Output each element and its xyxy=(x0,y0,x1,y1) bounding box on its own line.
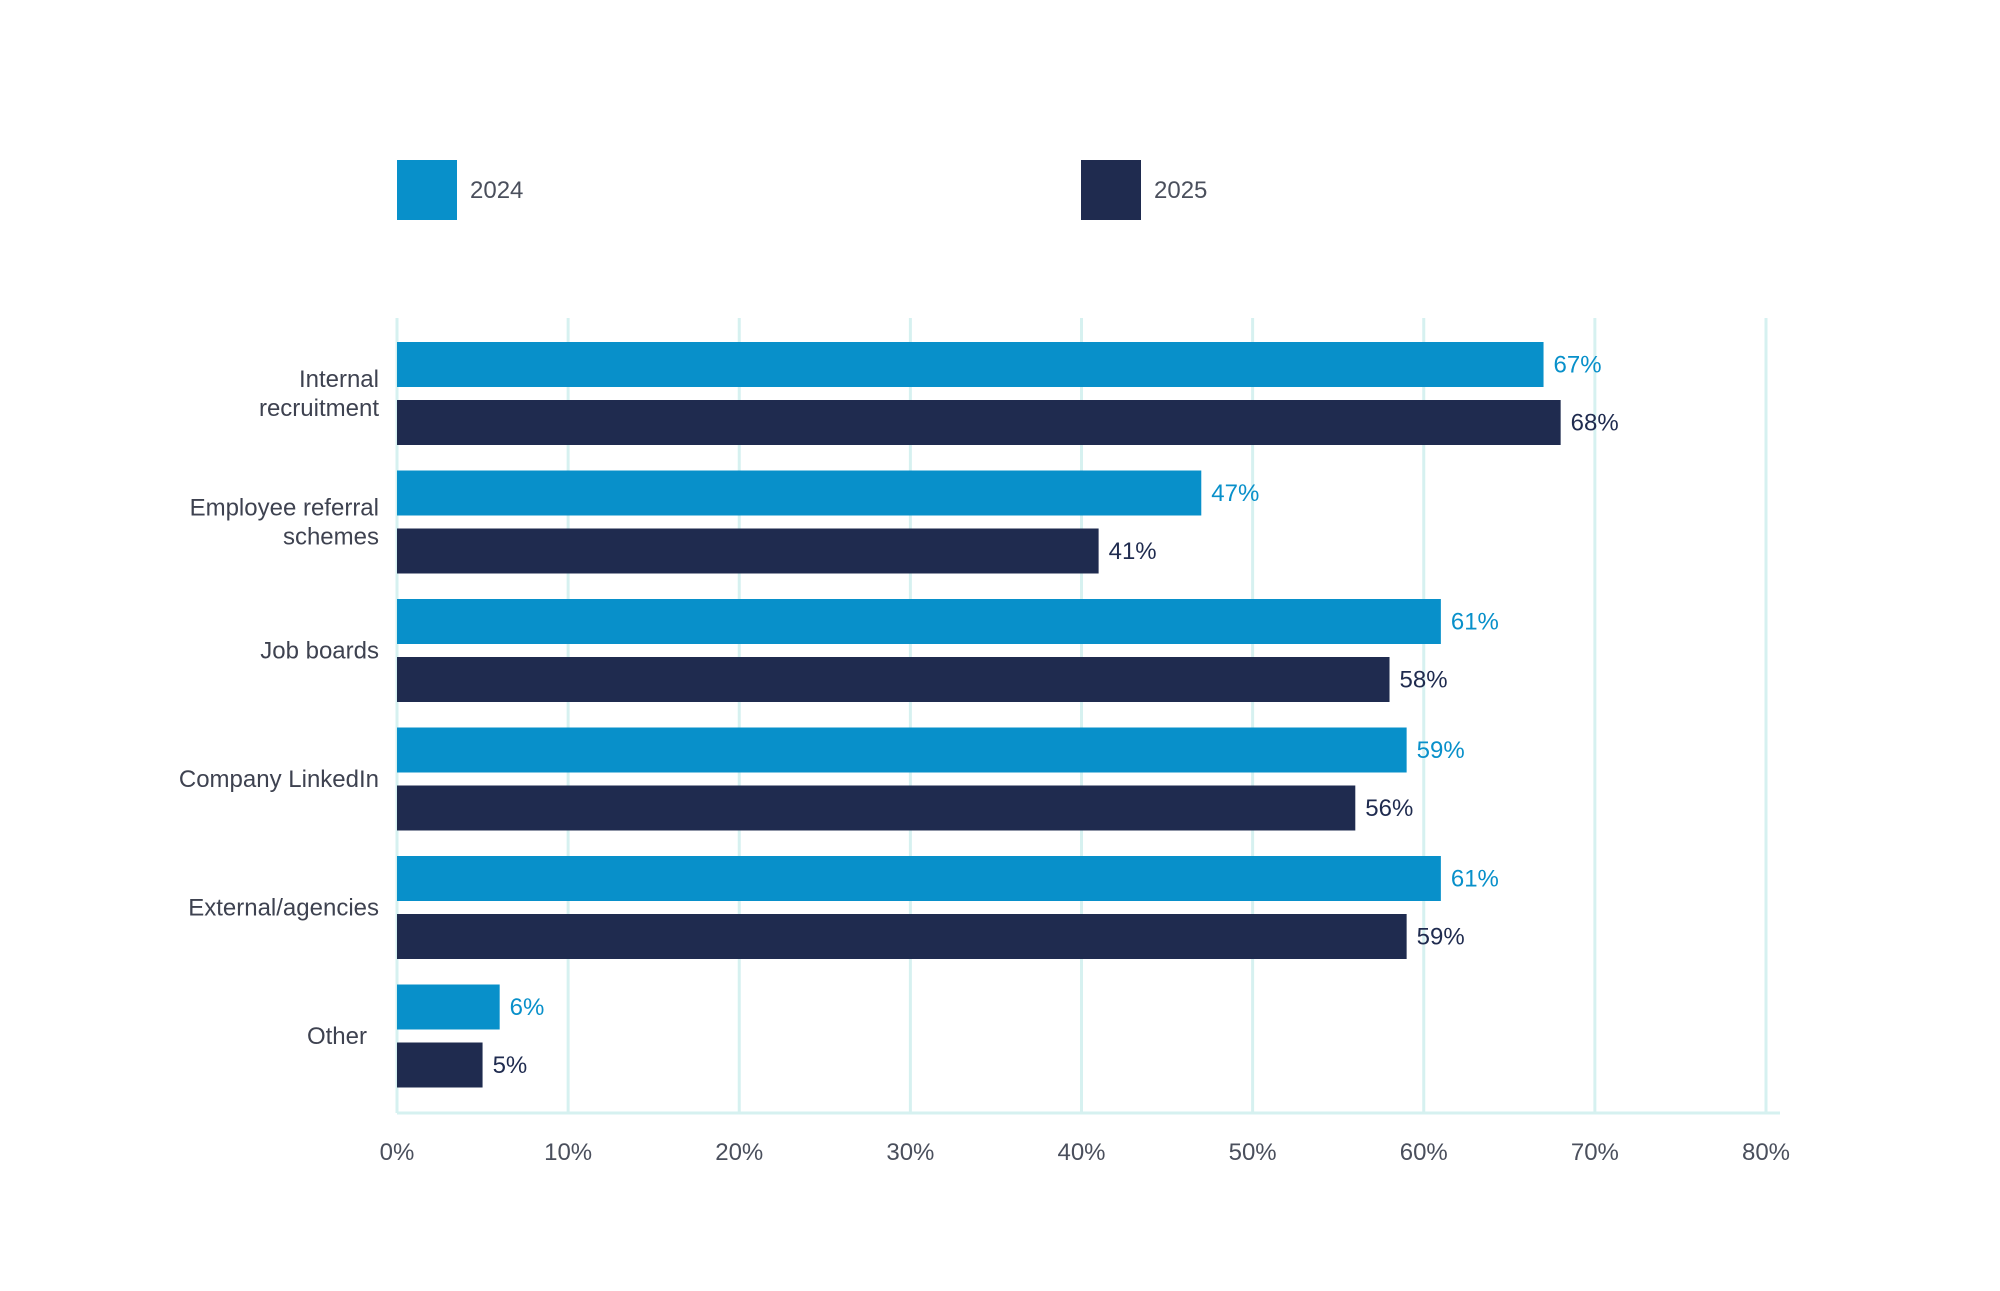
data-label-2025: 56% xyxy=(1365,795,1413,822)
data-label-2025: 41% xyxy=(1109,538,1157,565)
bar-2025-5 xyxy=(397,1042,483,1088)
data-label-2024: 6% xyxy=(510,994,545,1021)
category-label: Internal recruitment xyxy=(259,366,379,422)
bar-2024-2 xyxy=(397,599,1441,644)
category-label: Company LinkedIn xyxy=(179,766,379,793)
bar-2024-3 xyxy=(397,727,1407,773)
x-tick-label: 80% xyxy=(1742,1139,1790,1166)
x-tick-label: 40% xyxy=(1057,1139,1105,1166)
data-labels: 67% 68% 47% 41% 61% 58% 59% 56% 61% 59% 6% 5% xyxy=(493,352,1619,1080)
x-tick-label: 60% xyxy=(1400,1139,1448,1166)
data-label-2024: 47% xyxy=(1211,480,1259,507)
bar-2025-2 xyxy=(397,657,1390,702)
x-axis: 0% 10% 20% 30% 40% 50% 60% 70% 80% xyxy=(380,1111,1790,1166)
bar-2025-3 xyxy=(397,785,1356,831)
data-label-2024: 61% xyxy=(1451,866,1499,893)
bar-2024-0 xyxy=(397,342,1544,387)
x-tick-label: 0% xyxy=(380,1139,415,1166)
bar-2024-4 xyxy=(397,856,1441,901)
x-tick-label: 10% xyxy=(544,1139,592,1166)
legend-label-2025: 2025 xyxy=(1154,177,1207,204)
grid xyxy=(395,318,1768,1113)
category-label: Employee referral schemes xyxy=(190,495,379,551)
data-label-2025: 5% xyxy=(493,1052,528,1079)
category-label: External/agencies xyxy=(188,895,379,922)
data-label-2025: 68% xyxy=(1571,410,1619,437)
legend-swatch-2024 xyxy=(397,160,457,220)
legend: 2024 2025 xyxy=(397,160,1207,220)
bar-2025-0 xyxy=(397,400,1561,445)
x-tick-label: 70% xyxy=(1571,1139,1619,1166)
data-label-2025: 58% xyxy=(1400,667,1448,694)
data-label-2024: 67% xyxy=(1554,352,1602,379)
category-label: Other xyxy=(307,1023,367,1050)
data-label-2024: 61% xyxy=(1451,609,1499,636)
legend-swatch-2025 xyxy=(1081,160,1141,220)
category-label: Job boards xyxy=(260,638,379,665)
legend-label-2024: 2024 xyxy=(470,177,523,204)
data-label-2025: 59% xyxy=(1417,924,1465,951)
x-tick-label: 30% xyxy=(886,1139,934,1166)
data-label-2024: 59% xyxy=(1417,737,1465,764)
bar-2024-5 xyxy=(397,984,500,1030)
bar-2025-1 xyxy=(397,528,1099,574)
x-tick-label: 20% xyxy=(715,1139,763,1166)
bar-2024-1 xyxy=(397,470,1202,516)
category-labels: Internal recruitment Employee referral sche… xyxy=(179,366,379,1050)
bar-2025-4 xyxy=(397,914,1407,959)
bars xyxy=(397,342,1561,1088)
x-tick-label: 50% xyxy=(1229,1139,1277,1166)
